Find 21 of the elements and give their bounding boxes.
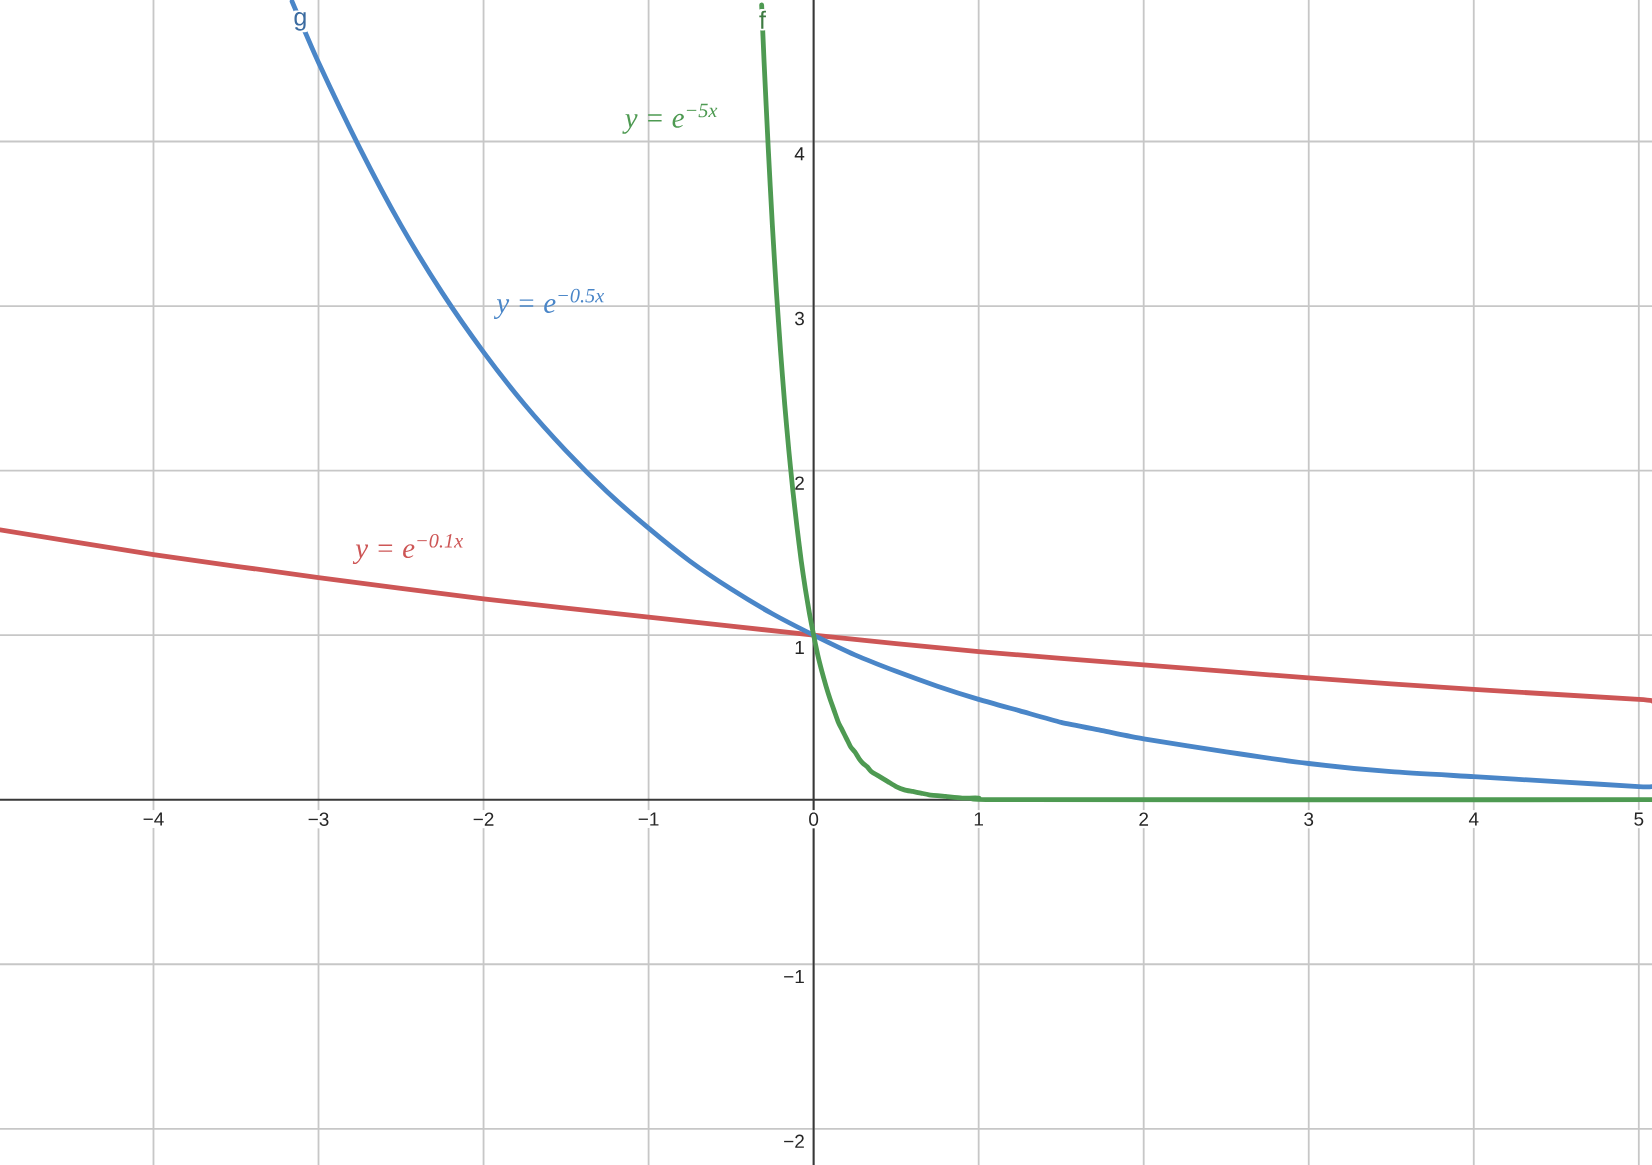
series-label: y = e$^{−0.1x}$: [352, 533, 463, 565]
x-tick-label: 3: [1304, 812, 1314, 826]
series-label: y = e$^{−0.5x}$: [493, 288, 605, 319]
x-tick-label: 0: [809, 812, 819, 826]
annotation: f: [759, 10, 766, 29]
x-tick-label: 4: [1468, 812, 1479, 826]
x-tick-label: −3: [308, 812, 329, 826]
annotation: g: [294, 12, 306, 31]
x-tick-label: 2: [1139, 812, 1149, 826]
x-tick-label: −2: [473, 812, 494, 826]
series-label: y = e$^{−5x}$: [622, 103, 718, 134]
y-tick-label: 2: [795, 476, 804, 490]
y-tick-label: 3: [794, 311, 804, 326]
y-tick-label: −1: [784, 970, 804, 984]
y-tick-label: −2: [784, 1134, 804, 1148]
x-tick-label: 5: [1634, 812, 1644, 826]
x-tick-label: −1: [638, 812, 659, 826]
y-tick-label: 4: [794, 147, 805, 161]
y-tick-label: 1: [795, 640, 804, 655]
x-tick-label: −4: [143, 812, 164, 826]
x-tick-label: 1: [974, 812, 983, 826]
